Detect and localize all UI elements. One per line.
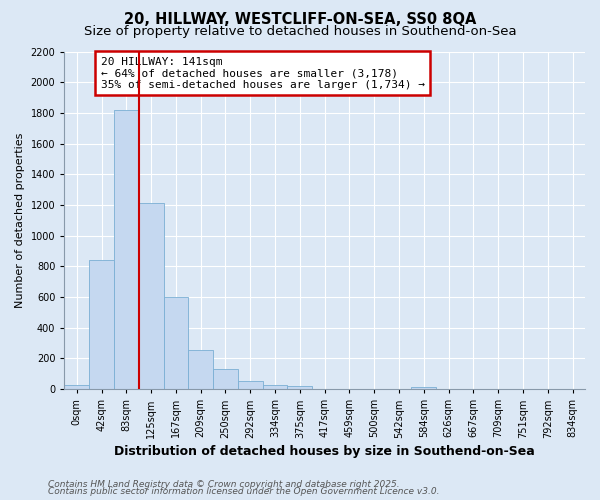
Bar (213, 369, 238, 389)
Bar (263, 384, 287, 389)
Text: 20 HILLWAY: 141sqm
← 64% of detached houses are smaller (3,178)
35% of semi-deta: 20 HILLWAY: 141sqm ← 64% of detached hou… (101, 56, 425, 90)
Bar (412, 387, 436, 389)
Bar (114, 110, 139, 389)
Bar (188, 350, 213, 389)
X-axis label: Distribution of detached houses by size in Southend-on-Sea: Distribution of detached houses by size … (114, 444, 535, 458)
Bar (89, 260, 114, 389)
Bar (238, 382, 263, 389)
Y-axis label: Number of detached properties: Number of detached properties (15, 132, 25, 308)
Bar (287, 386, 312, 389)
Bar (164, 297, 188, 389)
Text: 20, HILLWAY, WESTCLIFF-ON-SEA, SS0 8QA: 20, HILLWAY, WESTCLIFF-ON-SEA, SS0 8QA (124, 12, 476, 28)
Text: Size of property relative to detached houses in Southend-on-Sea: Size of property relative to detached ho… (83, 25, 517, 38)
Text: Contains public sector information licensed under the Open Government Licence v3: Contains public sector information licen… (48, 487, 439, 496)
Text: Contains HM Land Registry data © Crown copyright and database right 2025.: Contains HM Land Registry data © Crown c… (48, 480, 400, 489)
Bar (64, 386, 89, 389)
Bar (139, 204, 164, 389)
